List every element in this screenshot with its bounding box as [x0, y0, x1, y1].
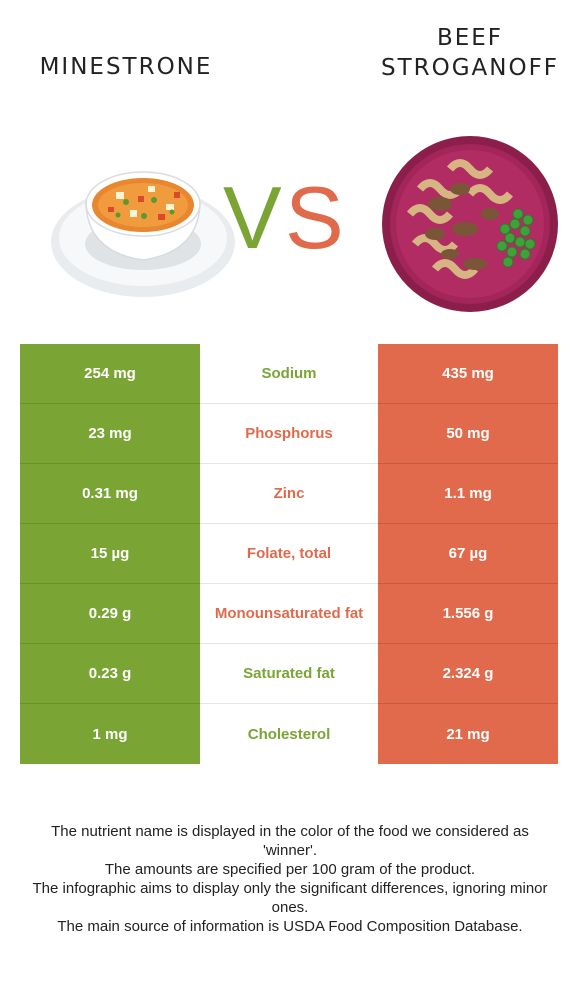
footer-line-1: The nutrient name is displayed in the co… [51, 823, 529, 859]
table-row: 254 mg Sodium 435 mg [20, 344, 558, 404]
vs-label: V S [223, 168, 344, 258]
right-food-title-line1: BEEF [436, 25, 504, 51]
nutrient-comparison-table: 254 mg Sodium 435 mg 23 mg Phosphorus 50 mg 0.… [20, 344, 558, 764]
right-food-value: 435 mg [378, 344, 558, 404]
left-food-value: 23 mg [20, 404, 200, 464]
table-row: 0.31 mg Zinc 1.1 mg [20, 464, 558, 524]
right-food-title-line2: STROGANOFF [380, 55, 560, 81]
footer-notes: The nutrient name is displayed in the co… [30, 822, 550, 936]
svg-text:V: V [223, 168, 282, 258]
svg-text:S: S [285, 168, 344, 258]
right-food-title: BEEF STROGANOFF [340, 23, 580, 83]
nutrient-name: Saturated fat [200, 644, 378, 704]
left-food-value: 1 mg [20, 704, 200, 764]
right-food-value: 50 mg [378, 404, 558, 464]
table-row: 15 µg Folate, total 67 µg [20, 524, 558, 584]
right-food-value: 67 µg [378, 524, 558, 584]
nutrient-name: Zinc [200, 464, 378, 524]
left-food-value: 0.29 g [20, 584, 200, 644]
left-food-title: MINESTRONE [39, 54, 213, 80]
right-food-value: 1.556 g [378, 584, 558, 644]
minestrone-image [51, 171, 235, 297]
right-food-value: 2.324 g [378, 644, 558, 704]
left-food-value: 0.23 g [20, 644, 200, 704]
nutrient-name: Phosphorus [200, 404, 378, 464]
footer-line-4: The main source of information is USDA F… [57, 918, 523, 935]
right-food-value: 21 mg [378, 704, 558, 764]
left-food-value: 15 µg [20, 524, 200, 584]
table-row: 0.29 g Monounsaturated fat 1.556 g [20, 584, 558, 644]
right-food-value: 1.1 mg [378, 464, 558, 524]
table-row: 1 mg Cholesterol 21 mg [20, 704, 558, 764]
table-row: 23 mg Phosphorus 50 mg [20, 404, 558, 464]
footer-line-3: The infographic aims to display only the… [32, 880, 548, 916]
beef-stroganoff-image [382, 136, 558, 312]
nutrient-name: Folate, total [200, 524, 378, 584]
table-row: 0.23 g Saturated fat 2.324 g [20, 644, 558, 704]
left-food-value: 254 mg [20, 344, 200, 404]
nutrient-name: Monounsaturated fat [200, 584, 378, 644]
nutrient-name: Sodium [200, 344, 378, 404]
footer-line-2: The amounts are specified per 100 gram o… [104, 861, 476, 878]
nutrient-name: Cholesterol [200, 704, 378, 764]
left-food-value: 0.31 mg [20, 464, 200, 524]
